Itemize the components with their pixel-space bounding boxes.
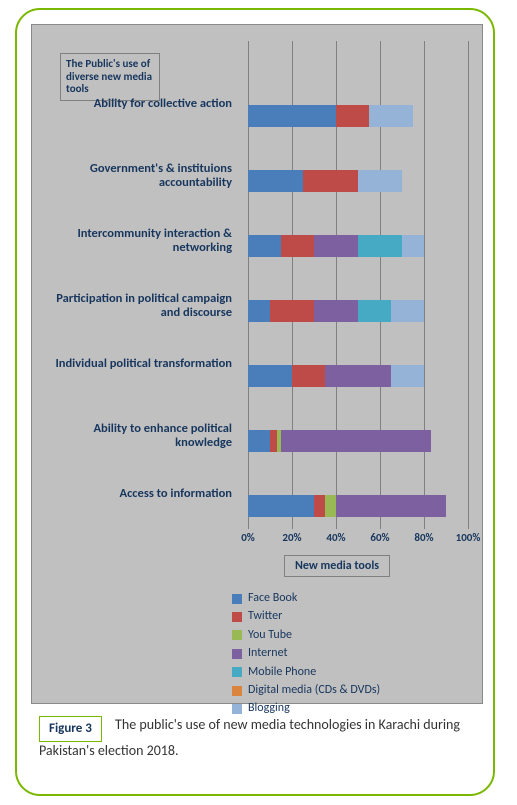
legend-item: You Tube [232, 627, 380, 644]
figure-number-badge: Figure 3 [39, 716, 102, 742]
caption-text: The public's use of new media technologi… [39, 716, 460, 759]
bar-segment [358, 170, 402, 192]
bar-segment [391, 365, 424, 387]
bar-segment [358, 300, 391, 322]
category-label: Intercommunity interaction & networking [38, 227, 238, 256]
bar-segment [336, 105, 369, 127]
legend-swatch [232, 649, 242, 659]
legend-swatch [232, 594, 242, 604]
x-tick-label: 60% [365, 531, 395, 544]
x-tick-label: 100% [453, 531, 483, 544]
x-axis-title: New media tools [295, 559, 379, 573]
bar-segment [325, 365, 391, 387]
legend-swatch [232, 704, 242, 714]
legend-swatch [232, 612, 242, 622]
legend: Face BookTwitter You TubeInternet Mobile P… [232, 589, 380, 719]
bar-row [248, 105, 468, 127]
bar-segment [358, 235, 402, 257]
bar-segment [336, 495, 446, 517]
bar-segment [281, 430, 431, 452]
chart-panel: The Public's use of diverse new media to… [31, 24, 483, 704]
legend-item: Face Book [232, 590, 380, 607]
x-tick-label: 20% [277, 531, 307, 544]
x-tick-label: 0% [233, 531, 263, 544]
bar-row [248, 300, 468, 322]
bar-segment [314, 235, 358, 257]
chart-title: The Public's use of diverse new media to… [66, 57, 152, 95]
legend-item: Internet [232, 645, 380, 662]
x-tick-label: 40% [321, 531, 351, 544]
bar-row [248, 235, 468, 257]
bar-segment [402, 235, 424, 257]
bar-segment [314, 495, 325, 517]
gridline [468, 41, 469, 529]
bar-segment [248, 495, 314, 517]
category-label: Government's & instituions accountabilit… [38, 162, 238, 191]
figure-frame: The Public's use of diverse new media to… [15, 8, 495, 796]
category-label: Ability to enhance political knowledge [38, 422, 238, 451]
bar-segment [248, 430, 270, 452]
plot-area [248, 45, 468, 525]
bar-row [248, 365, 468, 387]
x-axis-title-box: New media tools [284, 555, 390, 577]
legend-item: Twitter [232, 608, 380, 625]
legend-swatch [232, 630, 242, 640]
legend-label: Internet [248, 645, 288, 662]
bar-segment [270, 300, 314, 322]
category-label: Participation in political campaign and … [38, 292, 238, 321]
legend-label: You Tube [248, 627, 292, 644]
bar-row [248, 170, 468, 192]
chart-title-box: The Public's use of diverse new media to… [60, 53, 160, 101]
legend-swatch [232, 667, 242, 677]
bar-segment [248, 300, 270, 322]
category-label: Ability for collective action [38, 97, 238, 111]
x-tick-label: 80% [409, 531, 439, 544]
legend-swatch [232, 686, 242, 696]
bar-row [248, 495, 468, 517]
bar-segment [248, 170, 303, 192]
legend-label: Face Book [248, 590, 297, 607]
bar-segment [325, 495, 336, 517]
bar-segment [391, 300, 424, 322]
bar-segment [281, 235, 314, 257]
figure-caption: Figure 3 The public's use of new media t… [39, 716, 483, 760]
bar-segment [369, 105, 413, 127]
category-label: Access to information [38, 487, 238, 501]
legend-label: Mobile Phone [248, 664, 316, 681]
bar-segment [270, 430, 277, 452]
legend-label: Digital media (CDs & DVDs) [248, 682, 380, 699]
category-label: Individual political transformation [38, 357, 238, 371]
bar-segment [314, 300, 358, 322]
legend-item: Digital media (CDs & DVDs) [232, 682, 380, 699]
bar-segment [248, 365, 292, 387]
bar-row [248, 430, 468, 452]
bar-segment [248, 235, 281, 257]
bar-segment [248, 105, 336, 127]
legend-item: Mobile Phone [232, 664, 380, 681]
bar-segment [292, 365, 325, 387]
legend-label: Twitter [248, 608, 282, 625]
bar-segment [303, 170, 358, 192]
